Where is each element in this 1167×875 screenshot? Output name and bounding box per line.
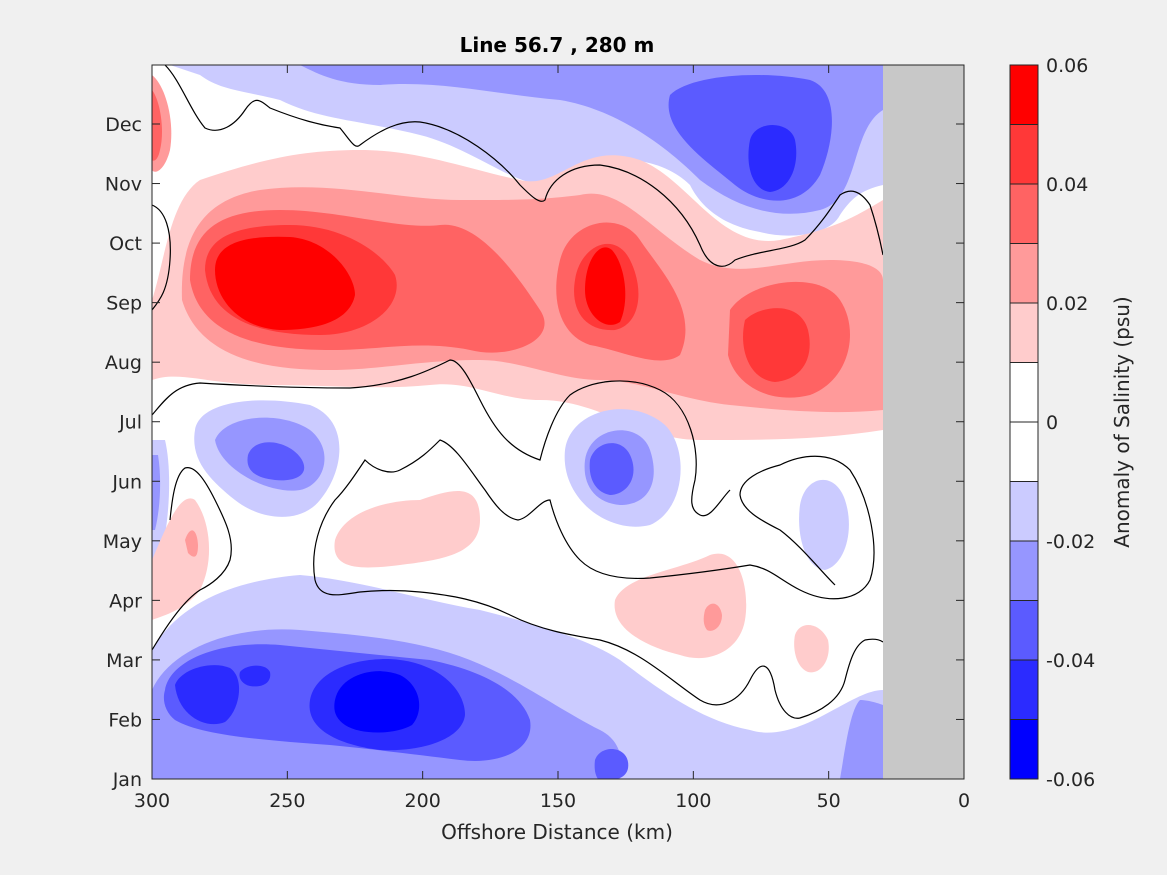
colorbar-swatch: [1010, 124, 1038, 184]
y-axis: Jan Feb Mar Apr May Jun Jul Aug Sep Oct Nov Dec: [103, 114, 964, 791]
x-tick-label: 50: [817, 790, 841, 812]
x-tick-label: 250: [269, 790, 305, 812]
colorbar-tick-label: -0.06: [1046, 769, 1095, 791]
colorbar-swatch: [1010, 422, 1038, 482]
y-tick-label: Mar: [106, 650, 142, 672]
contour-pos-may: [334, 491, 480, 568]
y-tick-label: Oct: [109, 233, 142, 255]
contour-pos-left-core: [185, 530, 198, 557]
colorbar-label: Anomaly of Salinity (psu): [1110, 296, 1134, 547]
colorbar-tick-label: -0.04: [1046, 650, 1095, 672]
zero-contour-6: [313, 439, 875, 600]
colorbar-swatch: [1010, 362, 1038, 422]
y-tick-label: Aug: [105, 352, 142, 374]
x-axis: 300 250 200 150 100 50 0: [134, 65, 970, 812]
no-data-region: [883, 65, 964, 779]
contour-neg-mid-6: [589, 443, 634, 495]
colorbar-swatch: [1010, 719, 1038, 779]
zero-contours: [152, 65, 883, 719]
contour-pos-mar: [794, 624, 829, 673]
colorbar-swatch: [1010, 65, 1038, 125]
colorbar-ticks: 0.06 0.04 0.02 0 -0.02 -0.04 -0.06: [1046, 55, 1095, 791]
colorbar: [1009, 64, 1039, 780]
zero-contour-1: [164, 65, 883, 267]
y-tick-label: Jun: [111, 471, 142, 493]
contour-neg-mid-7: [799, 479, 849, 570]
y-tick-label: Sep: [106, 293, 142, 315]
x-tick-label: 300: [134, 790, 170, 812]
y-tick-label: May: [103, 531, 142, 553]
colorbar-tick-label: 0.04: [1046, 174, 1088, 196]
contour-pos-5a: [215, 236, 355, 330]
contour-neg-bottom-2b: [840, 700, 883, 779]
x-tick-label: 100: [675, 790, 711, 812]
colorbar-swatch: [1010, 184, 1038, 244]
contour-neg-bottom-4b: [239, 665, 271, 687]
x-axis-label: Offshore Distance (km): [441, 820, 673, 844]
x-tick-label: 150: [540, 790, 576, 812]
x-tick-label: 200: [405, 790, 441, 812]
colorbar-swatch: [1010, 481, 1038, 541]
colorbar-swatch: [1010, 303, 1038, 363]
contour-neg-mid-3: [247, 442, 305, 481]
contour-neg-bottom-6: [594, 748, 629, 779]
zero-contour-2: [152, 204, 171, 311]
contour-pos-5b: [585, 247, 626, 325]
colorbar-tick-label: 0.02: [1046, 293, 1088, 315]
x-tick-label: 0: [958, 790, 970, 812]
contour-neg-bottom-4a: [175, 665, 240, 725]
y-tick-label: Feb: [108, 709, 142, 731]
contour-pos-4c: [743, 308, 810, 382]
colorbar-swatch: [1010, 541, 1038, 601]
chart-title: Line 56.7 , 280 m: [460, 33, 655, 57]
colorbar-swatch: [1010, 660, 1038, 720]
contour-pos-apr-core: [703, 603, 722, 631]
contour-pos-left: [152, 498, 210, 620]
contour-field: [152, 65, 883, 779]
contour-neg-edge-2: [152, 455, 161, 530]
y-tick-label: Apr: [109, 590, 142, 612]
y-tick-label: Jan: [112, 769, 142, 791]
y-tick-label: Nov: [105, 174, 142, 196]
contour-neg-top-4: [748, 125, 797, 192]
colorbar-tick-label: 0: [1046, 412, 1058, 434]
zero-contour-5: [314, 579, 883, 719]
colorbar-swatch: [1010, 600, 1038, 660]
colorbar-tick-label: 0.06: [1046, 55, 1088, 77]
contour-pos-apr: [614, 553, 747, 659]
y-tick-label: Dec: [105, 114, 142, 136]
zero-contour-4: [152, 467, 232, 651]
colorbar-tick-label: -0.02: [1046, 531, 1095, 553]
y-tick-label: Jul: [118, 412, 142, 434]
contour-neg-bottom-5: [334, 671, 420, 733]
zero-contour-3: [152, 359, 731, 517]
contour-pos-dec-2: [152, 90, 163, 161]
colorbar-swatch: [1010, 243, 1038, 303]
